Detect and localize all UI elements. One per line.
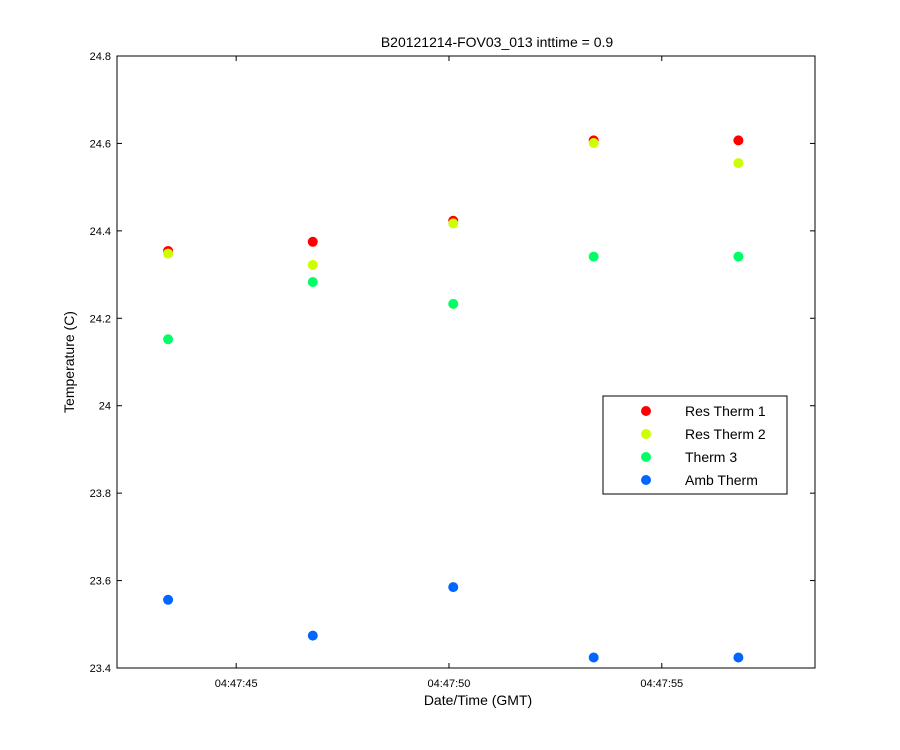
data-point (588, 251, 599, 262)
series-amb-therm (163, 582, 744, 663)
data-point (307, 277, 318, 288)
data-point (307, 236, 318, 247)
data-point (733, 251, 744, 262)
data-point (588, 652, 599, 663)
data-point (448, 582, 459, 593)
legend-label: Res Therm 2 (685, 426, 766, 442)
legend-label: Res Therm 1 (685, 403, 766, 419)
x-tick-label: 04:47:55 (640, 678, 683, 690)
data-point (307, 630, 318, 641)
y-tick-label: 23.8 (90, 488, 111, 500)
y-tick-label: 24 (99, 401, 111, 413)
legend-label: Therm 3 (685, 449, 737, 465)
y-tick-label: 24.2 (90, 313, 111, 325)
legend-marker (641, 452, 651, 462)
data-point (307, 259, 318, 270)
y-tick-label: 24.8 (90, 51, 111, 63)
data-point (733, 652, 744, 663)
data-point (163, 248, 174, 259)
legend-marker (641, 406, 651, 416)
y-axis-label: Temperature (C) (61, 311, 77, 413)
data-point (733, 158, 744, 169)
y-tick-label: 24.4 (90, 226, 111, 238)
data-point (448, 298, 459, 309)
series-res-therm-2 (163, 137, 744, 270)
data-point (733, 135, 744, 146)
series-therm-3 (163, 251, 744, 345)
x-axis-label: Date/Time (GMT) (424, 692, 532, 708)
y-tick-label: 23.6 (90, 576, 111, 588)
chart-title: B20121214-FOV03_013 inttime = 0.9 (381, 34, 614, 50)
data-point (163, 334, 174, 345)
legend-marker (641, 429, 651, 439)
x-tick-label: 04:47:50 (428, 678, 471, 690)
legend: Res Therm 1 Res Therm 2 Therm 3 Amb Therm (602, 395, 788, 495)
data-point (588, 137, 599, 148)
legend-marker (641, 475, 651, 485)
y-tick-label: 23.4 (90, 663, 111, 675)
y-tick-label: 24.6 (90, 138, 111, 150)
x-axis: 04:47:45 04:47:50 04:47:55 (215, 56, 683, 690)
x-tick-label: 04:47:45 (215, 678, 258, 690)
data-points (163, 135, 744, 663)
plot-area (116, 55, 816, 669)
data-point (163, 594, 174, 605)
data-point (448, 218, 459, 229)
legend-box (602, 395, 788, 495)
legend-label: Amb Therm (685, 472, 758, 488)
y-axis: 23.4 23.6 23.8 24 24.2 24.4 24.6 24.8 (90, 51, 815, 675)
